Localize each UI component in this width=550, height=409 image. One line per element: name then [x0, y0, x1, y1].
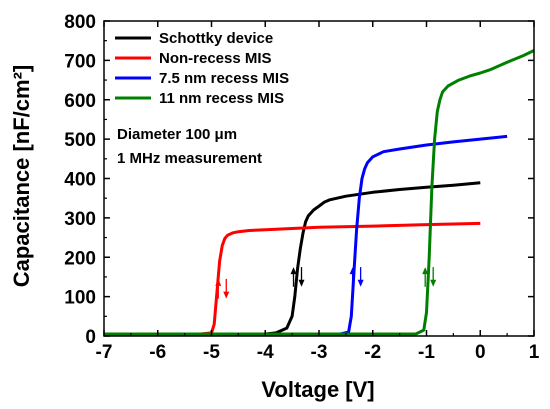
y-axis-title: Capacitance [nF/cm²] — [9, 65, 34, 288]
y-tick-label: 300 — [64, 209, 96, 230]
x-tick-label: -1 — [418, 342, 435, 363]
x-tick-label: 1 — [529, 342, 540, 363]
y-tick-label: 100 — [64, 288, 96, 309]
series-line-1 — [104, 221, 481, 336]
sweep-arrowhead-down-3 — [430, 279, 437, 287]
legend: Schottky device Non-recess MIS 7.5 nm rece… — [115, 30, 289, 107]
annotation-line-1: Diameter 100 μm — [117, 126, 237, 143]
x-tick-label: -4 — [257, 342, 274, 363]
y-tick-label: 800 — [64, 12, 96, 33]
sweep-arrow-pair-3 — [422, 267, 437, 287]
y-tick-label: 700 — [64, 51, 96, 72]
y-tick-label: 0 — [85, 327, 96, 348]
x-tick-label: -7 — [96, 342, 113, 363]
y-tick-label: 600 — [64, 91, 96, 112]
annotation-line-2: 1 MHz measurement — [117, 150, 262, 167]
x-tick-label: -2 — [364, 342, 381, 363]
legend-label-2: 7.5 nm recess MIS — [159, 70, 289, 87]
axes: -7 -6 -5 -4 -3 -2 -1 0 1 0 100 200 300 400 500 600 700 80… — [64, 12, 539, 363]
x-tick-label: -6 — [149, 342, 166, 363]
x-tick-label: -3 — [311, 342, 328, 363]
sweep-arrowhead-up-0 — [290, 267, 297, 275]
sweep-arrow-pair-2 — [349, 267, 364, 287]
sweep-arrowhead-down-2 — [357, 279, 364, 287]
x-tick-label: -5 — [203, 342, 220, 363]
y-tick-label: 400 — [64, 170, 96, 191]
sweep-arrowhead-up-3 — [422, 267, 429, 275]
sweep-arrowhead-up-2 — [349, 267, 356, 275]
plot-frame — [103, 20, 535, 337]
x-axis-title: Voltage [V] — [261, 377, 374, 402]
series-line-3 — [104, 49, 535, 336]
series-line-0 — [104, 181, 481, 336]
plot-content — [104, 49, 535, 336]
x-tick-label: 0 — [475, 342, 486, 363]
y-tick-label: 200 — [64, 248, 96, 269]
legend-label-1: Non-recess MIS — [159, 50, 272, 67]
annotation-block: Diameter 100 μm 1 MHz measurement — [117, 126, 262, 167]
sweep-arrowhead-down-0 — [298, 279, 305, 287]
y-tick-label: 500 — [64, 130, 96, 151]
sweep-arrowhead-down-1 — [223, 291, 230, 299]
legend-label-3: 11 nm recess MIS — [159, 90, 284, 107]
legend-label-0: Schottky device — [159, 30, 273, 47]
sweep-arrowhead-up-1 — [215, 278, 222, 286]
sweep-arrow-pair-0 — [290, 267, 305, 287]
sweep-arrow-pair-1 — [215, 278, 230, 299]
